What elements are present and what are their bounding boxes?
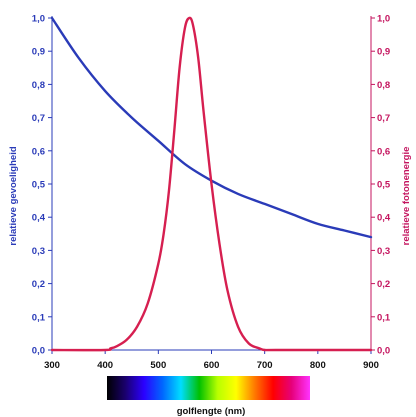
right-axis-tick-label: 0,3: [377, 246, 390, 257]
x-axis-tick-label: 400: [97, 360, 113, 371]
left-axis-tick-label: 1,0: [32, 14, 45, 25]
left-y-axis-label: relatieve gevoeligheid: [8, 146, 19, 245]
right-axis-tick-label: 0,4: [377, 213, 391, 224]
left-y-axis: 0,0 0,1 0,2 0,3 0,4 0,5 0,6 0,7 0,8 0,9 1,0: [32, 14, 53, 357]
x-axis-tick-label: 600: [204, 360, 220, 371]
x-axis: 300 400 500 600 700 800 900: [44, 349, 379, 371]
spectrum-color-bar: [107, 376, 310, 400]
left-axis-tick-label: 0,0: [32, 346, 45, 357]
left-axis-tick-label: 0,4: [32, 213, 46, 224]
right-axis-tick-label: 0,7: [377, 113, 390, 124]
right-y-axis: 0,0 0,1 0,2 0,3 0,4 0,5 0,6 0,7 0,8 0,9 1,0: [370, 14, 391, 357]
right-axis-tick-label: 0,0: [377, 346, 390, 357]
right-axis-tick-label: 0,5: [377, 180, 391, 191]
x-axis-tick-label: 500: [150, 360, 166, 371]
left-axis-tick-label: 0,6: [32, 146, 45, 157]
right-axis-tick-label: 0,6: [377, 146, 390, 157]
series-layer: [50, 16, 373, 352]
right-axis-tick-label: 0,2: [377, 279, 390, 290]
x-axis-tick-label: 700: [257, 360, 273, 371]
left-axis-tick-label: 0,7: [32, 113, 45, 124]
right-axis-tick-label: 1,0: [377, 14, 390, 25]
right-axis-tick-label: 0,9: [377, 47, 390, 58]
left-axis-tick-label: 0,3: [32, 246, 45, 257]
left-axis-tick-label: 0,1: [32, 312, 46, 323]
right-axis-tick-label: 0,1: [377, 312, 391, 323]
sensitivity-curve: [50, 16, 373, 239]
right-axis-tick-label: 0,8: [377, 80, 390, 91]
x-axis-label: golflengte (nm): [177, 406, 246, 417]
left-axis-tick-label: 0,5: [32, 180, 46, 191]
left-axis-tick-label: 0,2: [32, 279, 45, 290]
right-y-axis-label: relatieve fotonenergie: [401, 147, 412, 246]
x-axis-tick-label: 800: [310, 360, 326, 371]
left-axis-tick-label: 0,9: [32, 47, 45, 58]
x-axis-tick-label: 300: [44, 360, 60, 371]
left-axis-tick-label: 0,8: [32, 80, 45, 91]
x-axis-tick-label: 900: [363, 360, 379, 371]
photon-energy-curve: [50, 16, 373, 352]
